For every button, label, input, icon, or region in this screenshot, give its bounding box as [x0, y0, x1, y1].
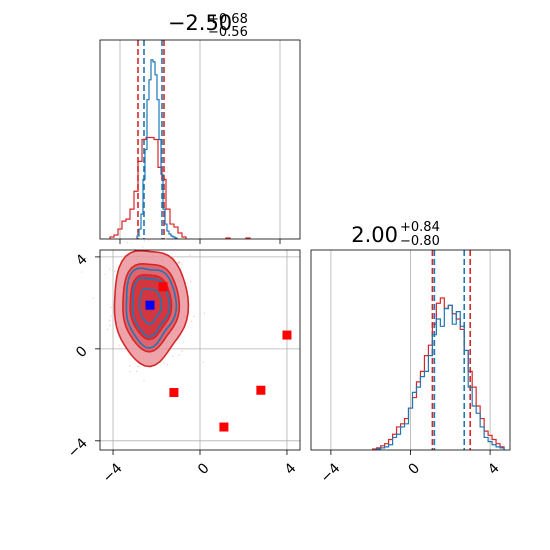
- marker-red-square: [219, 422, 229, 432]
- scatter-sample-red: [148, 239, 150, 241]
- scatter-sample-red: [104, 273, 106, 276]
- scatter-y-tick-label: −4: [65, 435, 91, 461]
- scatter-sample-red: [81, 271, 83, 273]
- hist-y-panel: −4 0 4 2.00 +0.84 −0.80: [310, 220, 511, 486]
- hist-y-title-value: 2.00: [351, 223, 398, 247]
- marker-red-square: [169, 388, 179, 398]
- hist-x-title-value: −2.50: [168, 11, 232, 35]
- scatter-x-tick-label: −4: [100, 460, 126, 486]
- scatter-x-tick-label: 4: [282, 460, 300, 478]
- scatter-sample-red: [126, 242, 128, 244]
- scatter-sample-red: [190, 280, 192, 283]
- x-tick-label: −4: [318, 460, 344, 486]
- scatter-y-tick-label: 4: [73, 251, 91, 269]
- scatter-sample-red: [137, 365, 139, 368]
- x-tick-label: 0: [405, 460, 423, 478]
- scatter-sample-red: [177, 261, 180, 263]
- scatter-sample-red: [108, 268, 111, 270]
- scatter-sample-blue: [178, 354, 181, 356]
- scatter-sample-red: [171, 355, 174, 357]
- scatter-sample-red: [163, 362, 165, 364]
- marker-red-square: [158, 282, 168, 292]
- scatter-sample-red: [143, 379, 145, 382]
- scatter-xy-panel: −4 0 4 −4 0 4: [65, 232, 301, 486]
- scatter-sample-blue: [135, 370, 138, 373]
- scatter-sample-red: [193, 315, 195, 318]
- scatter-sample-red: [118, 344, 121, 347]
- scatter-sample-red: [183, 341, 185, 343]
- hist-x-title: −2.50: [168, 11, 232, 35]
- contour-blue-level-3: [138, 287, 163, 325]
- scatter-x-tick-label: 0: [195, 460, 213, 478]
- scatter-sample-red: [166, 364, 169, 366]
- scatter-y-tick-label: 0: [73, 343, 91, 361]
- scatter-sample-red: [109, 324, 111, 327]
- histogram-blue-series: [136, 59, 178, 239]
- marker-red-square: [256, 385, 266, 395]
- histogram-red-series: [372, 297, 505, 450]
- scatter-sample-red: [110, 306, 112, 309]
- scatter-sample-red: [109, 319, 111, 322]
- scatter-sample-red: [165, 238, 167, 240]
- scatter-sample-red: [112, 347, 114, 349]
- scatter-sample-red: [114, 270, 116, 273]
- scatter-sample-red: [92, 297, 95, 299]
- x-tick-label: 4: [485, 460, 503, 478]
- hist-x-title-lower: −0.56: [208, 25, 248, 40]
- contour-blue-level-1: [125, 267, 178, 349]
- contour-blue-level-2: [131, 277, 171, 338]
- histogram-blue-series: [376, 304, 505, 450]
- scatter-sample-red: [202, 361, 204, 364]
- scatter-sample-red: [142, 246, 144, 248]
- scatter-sample-red: [189, 254, 191, 256]
- scatter-sample-red: [129, 365, 131, 367]
- scatter-sample-red: [181, 263, 183, 265]
- scatter-sample-red: [129, 370, 131, 373]
- marker-red-square: [282, 330, 292, 340]
- scatter-sample-blue: [143, 240, 146, 242]
- scatter-sample-red: [136, 232, 139, 235]
- scatter-sample-red: [110, 315, 112, 317]
- scatter-sample-red: [106, 328, 109, 331]
- hist-x-panel: −2.50 +0.68 −0.56: [99, 11, 301, 244]
- hist-x-title-upper: +0.68: [208, 12, 248, 27]
- scatter-sample-red: [181, 350, 183, 353]
- marker-blue-square: [145, 300, 155, 310]
- hist-y-title-lower: −0.80: [400, 234, 440, 249]
- histogram-red-series: [109, 136, 251, 239]
- scatter-sample-red: [190, 320, 193, 323]
- scatter-sample-red: [203, 312, 205, 314]
- hist-y-title-upper: +0.84: [400, 220, 440, 235]
